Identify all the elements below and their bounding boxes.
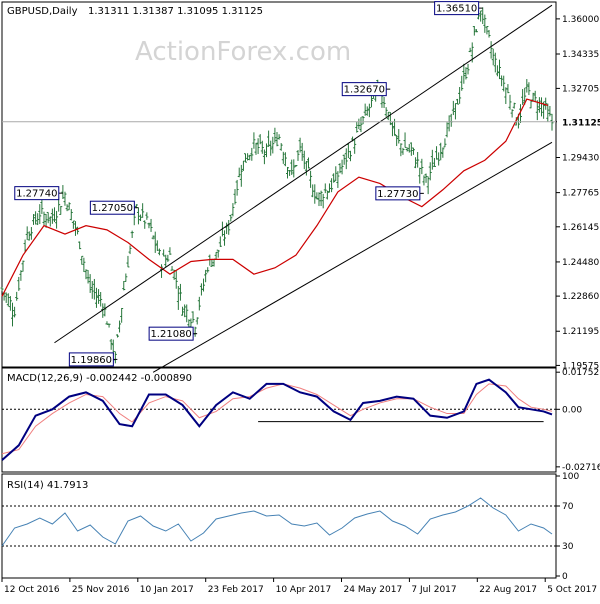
price-label: 1.19860: [71, 355, 112, 366]
price-label: 1.27050: [92, 203, 133, 214]
price-label-box: [89, 200, 135, 215]
macd-line: [1, 378, 553, 461]
x-tick-label: 5 Oct 2017: [547, 585, 597, 595]
price-label-box: [14, 186, 60, 201]
price-label-box: [341, 82, 387, 97]
x-tick-label: 24 May 2017: [344, 585, 403, 595]
x-tick-label: 23 Feb 2017: [208, 585, 264, 595]
price-label: 1.27730: [377, 189, 418, 200]
current-price-label-bg: [557, 115, 600, 128]
rsi-line: [1, 497, 553, 547]
price-label: 1.32670: [344, 85, 385, 96]
price-label-box: [375, 186, 421, 201]
price-label-box: [434, 1, 480, 16]
x-tick-label: 25 Nov 2016: [72, 585, 130, 595]
price-panel-frame: [1, 1, 557, 368]
signal-line: [1, 383, 553, 455]
channel-upper-line: [54, 4, 553, 344]
price-y-tick-label: 1.34335: [562, 50, 599, 60]
axis-layer: 1.36000 1.34335 1.32705 1.31125 1.29430 1.277…: [1, 15, 600, 595]
rsi-y-tick-label: 30: [562, 542, 574, 552]
x-tick-label: 10 Apr 2017: [276, 585, 332, 595]
price-label: 1.27740: [16, 189, 57, 200]
macd-y-tick-label: 0.00: [562, 405, 582, 415]
price-y-tick-label: 1.36000: [562, 15, 599, 25]
macd-title: MACD(12,26,9) -0.002442 -0.000890: [7, 373, 192, 384]
moving-average-line: [1, 98, 548, 297]
price-y-tick-label: 1.24480: [562, 258, 599, 268]
price-label-box: [68, 352, 114, 367]
watermark: ActionForex.com: [135, 37, 351, 67]
macd-y-tick-label: 0.017521: [562, 368, 600, 378]
price-label-box: [148, 326, 194, 341]
price-y-tick-label: 1.22860: [562, 292, 599, 302]
price-label: 1.36510: [436, 4, 477, 15]
price-layer: 1.27740 1.27050 1.19860 1.21080 1.32670 1.277…: [0, 1, 556, 373]
rsi-title: RSI(14) 41.7913: [7, 480, 88, 491]
price-label: 1.21080: [150, 329, 191, 340]
x-tick-label: 10 Jan 2017: [140, 585, 194, 595]
x-tick-label: 7 Jul 2017: [411, 585, 456, 595]
x-tick-label: 22 Aug 2017: [479, 585, 537, 595]
chart-symbol: GBPUSD,Daily: [7, 6, 78, 17]
price-y-tick-label: 1.26145: [562, 223, 599, 233]
rsi-y-tick-label: 100: [562, 472, 579, 482]
rsi-y-tick-label: 0: [562, 572, 568, 582]
rsi-y-tick-label: 70: [562, 502, 574, 512]
price-y-tick-label: 1.27765: [562, 189, 599, 199]
x-tick-label: 12 Oct 2016: [4, 585, 60, 595]
macd-layer: [1, 378, 556, 461]
chart-ohlc: 1.31311 1.31387 1.31095 1.31125: [88, 6, 263, 17]
channel-lower-line: [152, 141, 553, 373]
price-y-tick-label: 1.19575: [562, 361, 599, 371]
price-y-tick-label: 1.21195: [562, 327, 599, 337]
rsi-panel-frame: [1, 473, 557, 579]
current-price-label: 1.31125: [562, 119, 600, 129]
price-y-tick-label: 1.29430: [562, 153, 599, 163]
price-y-tick-label: 1.32705: [562, 84, 599, 94]
rsi-layer: [1, 497, 556, 547]
macd-y-tick-label: -0.027169: [562, 463, 600, 473]
